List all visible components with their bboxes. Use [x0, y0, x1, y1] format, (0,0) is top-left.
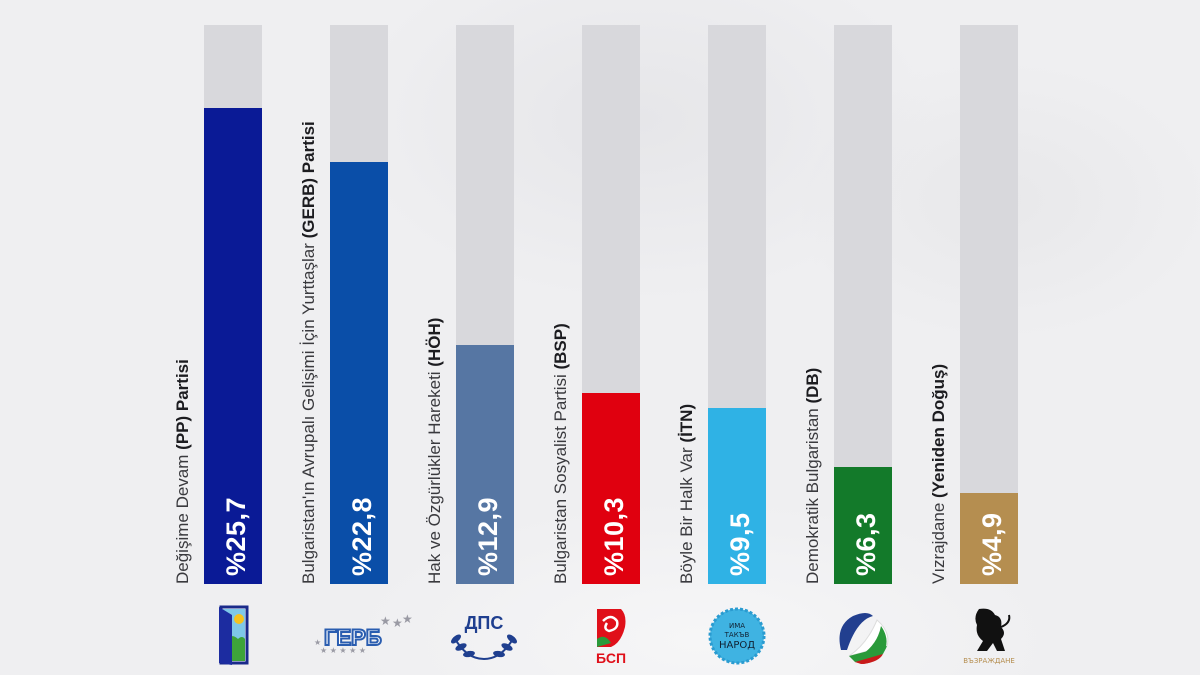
label-text: Demokratik Bulgaristan	[803, 403, 822, 584]
label-text: Bulgaristan'ın Avrupalı Gelişimi İçin Yu…	[299, 238, 318, 584]
value-label-bsp: %10,3	[599, 496, 629, 576]
bar-column-hoh: %12,9	[456, 25, 514, 584]
svg-text:ГЕРБ: ГЕРБ	[324, 625, 382, 650]
pp-door-logo-icon	[198, 605, 268, 667]
svg-text:★: ★	[402, 612, 413, 626]
label-bold: (GERB) Partisi	[299, 121, 318, 239]
party-label-vazrazhdane: Vızrajdane (Yeniden Doğuş)	[929, 364, 949, 584]
bar-fill-pp	[204, 108, 262, 584]
value-label-vazrazhdane: %4,9	[977, 512, 1007, 576]
svg-text:★ ★ ★ ★ ★: ★ ★ ★ ★ ★	[320, 646, 366, 655]
itn-stamp-logo-icon: ИМА ТАКЪВ НАРОД	[702, 605, 772, 667]
label-suffix: Partisi	[173, 359, 192, 416]
vazrazhdane-lion-logo-icon: ВЪЗРАЖДАНЕ	[954, 605, 1024, 667]
bar-column-bsp: %10,3	[582, 25, 640, 584]
label-bold: (HÖH)	[425, 317, 444, 367]
label-text: Vızrajdane	[929, 498, 948, 584]
value-label-itn: %9,5	[725, 512, 755, 576]
label-text: Hak ve Özgürlükler Hareketi	[425, 366, 444, 584]
label-bold: (İTN)	[677, 403, 696, 443]
bar-column-itn: %9,5	[708, 25, 766, 584]
bar-fill-hoh	[456, 345, 514, 584]
bar-fill-bsp	[582, 393, 640, 584]
svg-text:ИМА: ИМА	[729, 622, 745, 630]
bar-track	[960, 25, 1018, 584]
gerb-logo-icon: ★ ★ ★ ★ ★ ★ ★ ★ ★ ГЕРБ	[310, 605, 420, 667]
party-label-hoh: Hak ve Özgürlükler Hareketi (HÖH)	[425, 318, 445, 584]
label-text: Değişime Devam	[173, 449, 192, 584]
party-label-gerb: Bulgaristan'ın Avrupalı Gelişimi İçin Yu…	[299, 121, 319, 584]
party-label-itn: Böyle Bir Halk Var (İTN)	[677, 404, 697, 584]
label-bold: (BSP)	[551, 323, 570, 370]
db-flag-circle-logo-icon	[828, 605, 898, 667]
bar-fill-vazrazhdane	[960, 493, 1018, 584]
value-label-hoh: %12,9	[473, 496, 503, 576]
svg-text:БСП: БСП	[596, 650, 626, 666]
svg-text:★: ★	[314, 638, 321, 647]
value-label-gerb: %22,8	[347, 496, 377, 576]
bar-fill-db	[834, 467, 892, 584]
svg-text:★: ★	[392, 616, 403, 630]
label-bold: (DB)	[803, 367, 822, 404]
party-label-db: Demokratik Bulgaristan (DB)	[803, 368, 823, 584]
svg-text:НАРОД: НАРОД	[719, 640, 755, 651]
label-text: Böyle Bir Halk Var	[677, 442, 696, 584]
bar-column-pp: %25,7	[204, 25, 262, 584]
bar-column-vazrazhdane: %4,9	[960, 25, 1018, 584]
svg-text:ДПС: ДПС	[465, 613, 504, 633]
party-label-pp: Değişime Devam (PP) Partisi	[173, 359, 193, 584]
bsp-rose-logo-icon: БСП	[576, 605, 646, 667]
party-label-bsp: Bulgaristan Sosyalist Partisi (BSP)	[551, 323, 571, 584]
svg-text:★: ★	[380, 614, 391, 628]
svg-text:ТАКЪВ: ТАКЪВ	[724, 631, 750, 639]
label-text: Bulgaristan Sosyalist Partisi	[551, 369, 570, 584]
label-bold: (PP)	[173, 415, 192, 450]
bar-fill-itn	[708, 408, 766, 584]
bar-column-gerb: %22,8	[330, 25, 388, 584]
value-label-db: %6,3	[851, 512, 881, 576]
value-label-pp: %25,7	[221, 496, 251, 576]
svg-text:ВЪЗРАЖДАНЕ: ВЪЗРАЖДАНЕ	[963, 657, 1015, 665]
bar-fill-gerb	[330, 161, 388, 584]
label-bold: (Yeniden Doğuş)	[929, 363, 948, 498]
dps-laurel-logo-icon: ДПС	[444, 605, 524, 667]
bar-column-db: %6,3	[834, 25, 892, 584]
